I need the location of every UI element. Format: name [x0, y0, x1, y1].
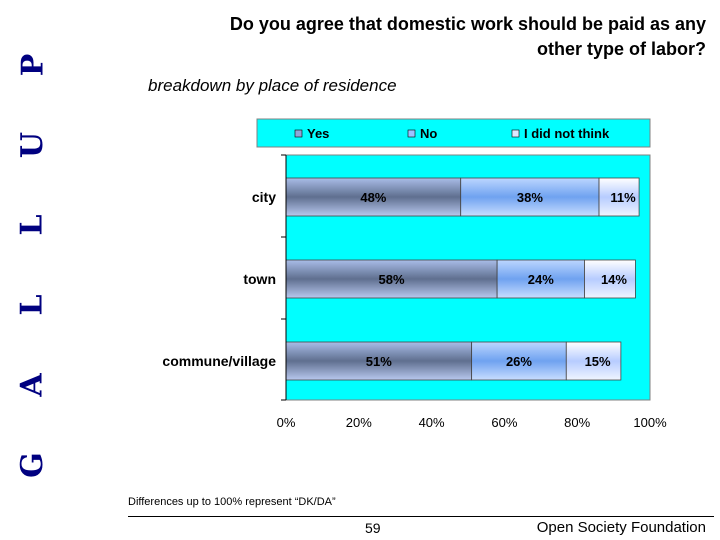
bar-segment	[285, 177, 462, 217]
bar-segment	[598, 177, 640, 217]
data-label: 24%	[528, 272, 554, 287]
page-number: 59	[365, 520, 381, 536]
data-label: 15%	[585, 354, 611, 369]
bar-segment	[584, 259, 636, 299]
footer-divider	[128, 516, 714, 517]
footnote: Differences up to 100% represent “DK/DA”	[128, 496, 336, 508]
data-label: 48%	[360, 190, 386, 205]
x-tick-label: 40%	[419, 415, 445, 430]
category-label: city	[252, 189, 276, 205]
slide-title: Do you agree that domestic work should b…	[106, 12, 706, 62]
legend-swatch	[294, 129, 303, 138]
bar-segment	[285, 341, 473, 381]
x-tick-label: 0%	[277, 415, 296, 430]
x-tick-label: 20%	[346, 415, 372, 430]
slide-title-line2: other type of labor?	[536, 39, 706, 59]
slide-title-line1: Do you agree that domestic work should b…	[229, 14, 706, 34]
legend-box	[256, 118, 651, 148]
organization-name: Open Society Foundation	[536, 519, 706, 536]
data-label: 14%	[601, 272, 627, 287]
data-label: 26%	[506, 354, 532, 369]
x-tick-label: 80%	[564, 415, 590, 430]
category-label: commune/village	[162, 353, 276, 369]
legend-label: Yes	[307, 126, 329, 141]
legend-swatch	[511, 129, 520, 138]
slide-subtitle: breakdown by place of residence	[148, 76, 397, 95]
bar-segment	[496, 259, 585, 299]
legend-label: No	[420, 126, 437, 141]
data-label: 51%	[366, 354, 392, 369]
bar-segment	[565, 341, 622, 381]
category-label: town	[243, 271, 276, 287]
x-tick-label: 60%	[491, 415, 517, 430]
data-label: 11%	[610, 190, 636, 205]
legend-swatch	[407, 129, 416, 138]
legend-label: I did not think	[524, 126, 610, 141]
bar-segment	[285, 259, 498, 299]
data-label: 38%	[517, 190, 543, 205]
data-label: 58%	[379, 272, 405, 287]
x-tick-label: 100%	[633, 415, 667, 430]
bar-segment	[460, 177, 600, 217]
